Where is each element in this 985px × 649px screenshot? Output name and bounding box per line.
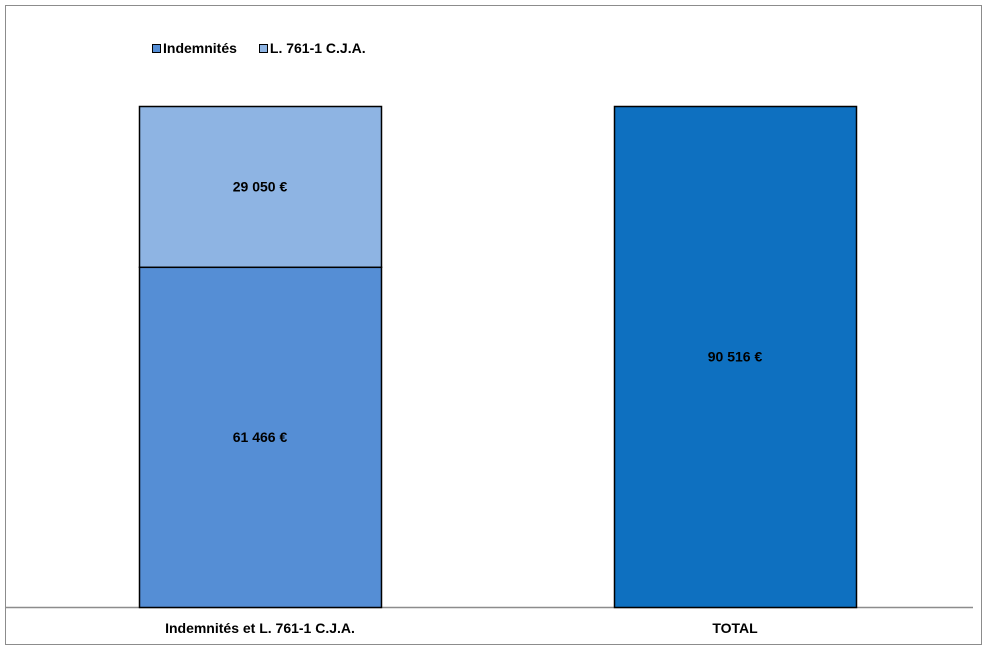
legend-item-indemnites: Indemnités (152, 40, 237, 56)
category-label-total: TOTAL (712, 620, 758, 636)
legend-swatch-l761 (258, 43, 268, 53)
data-label-indemnites: 61 466 € (233, 429, 288, 445)
data-label-l761: 29 050 € (233, 178, 288, 194)
legend-swatch-indemnites (152, 43, 161, 53)
category-label-indemnites-l761: Indemnités et L. 761-1 C.J.A. (165, 620, 355, 636)
chart-legend: Indemnités L. 761-1 C.J.A. (152, 40, 388, 56)
legend-item-l761: L. 761-1 C.J.A. (258, 40, 366, 56)
bar-segment-l761 (138, 105, 383, 269)
bar-segment-indemnites (138, 266, 383, 609)
chart-frame: 61 466 € 29 050 € Indemnités et L. 761-1 C… (5, 5, 982, 645)
chart-plot: 61 466 € 29 050 € Indemnités et L. 761-1 C… (6, 105, 973, 636)
bar-segment-total (613, 105, 858, 609)
legend-label-indemnites: Indemnités (163, 40, 237, 56)
legend-label-l761: L. 761-1 C.J.A. (269, 40, 366, 56)
data-label-total: 90 516 € (708, 349, 763, 365)
